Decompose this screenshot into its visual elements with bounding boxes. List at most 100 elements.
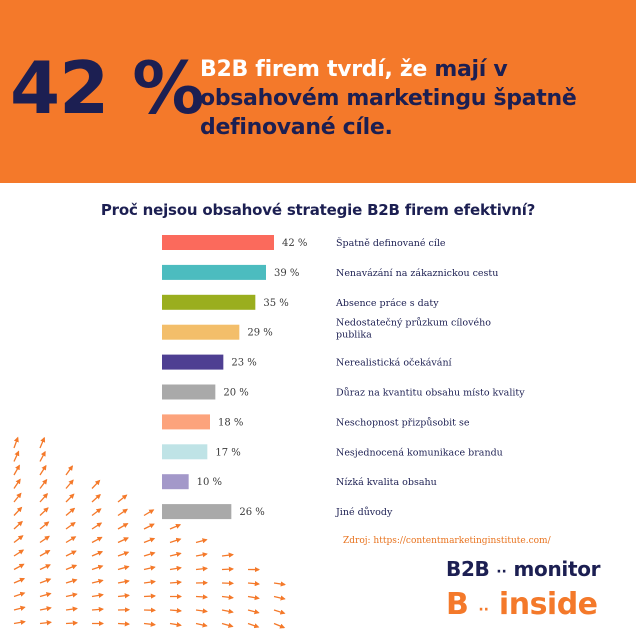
arrow-icon xyxy=(39,535,50,544)
arrow-icon xyxy=(117,508,128,517)
arrow-icon xyxy=(195,608,208,614)
arrow-icon xyxy=(143,509,155,517)
arrow-icon xyxy=(13,591,26,598)
arrow-icon xyxy=(13,563,25,571)
category-label: Nesjednocená komunikace brandu xyxy=(336,447,503,458)
arrow-icon xyxy=(117,593,130,599)
bar-value-label: 10 % xyxy=(197,477,222,488)
arrow-icon xyxy=(221,622,234,628)
bar xyxy=(162,384,216,400)
arrow-icon xyxy=(91,578,104,584)
arrow-icon xyxy=(195,566,208,572)
arrow-icon xyxy=(91,592,104,598)
arrow-icon xyxy=(65,507,76,516)
logo-inside-text: inside xyxy=(498,587,598,622)
category-label: Nenavázání na zákaznickou cestu xyxy=(336,268,498,279)
bar xyxy=(162,504,232,520)
bar-value-label: 39 % xyxy=(274,268,299,279)
arrow-icon xyxy=(39,478,48,489)
chart-title: Proč nejsou obsahové strategie B2B firem… xyxy=(100,201,536,219)
arrow-icon xyxy=(273,622,286,629)
arrow-icon xyxy=(143,593,157,599)
arrow-icon xyxy=(65,536,77,544)
arrow-icon xyxy=(169,622,182,628)
logo-b2b-monitor: B2B ·· monitor xyxy=(446,557,601,581)
arrow-icon xyxy=(65,578,78,584)
bar xyxy=(162,354,224,370)
arrow-icon xyxy=(13,492,22,503)
headline-part-dark: mají v obsahovém marketingu špatně defin… xyxy=(200,57,577,140)
headline-stat: 42 % xyxy=(10,46,204,130)
arrow-icon xyxy=(195,552,208,558)
arrow-icon xyxy=(65,592,78,598)
logo-b-inside: B ·· inside xyxy=(446,585,598,630)
arrow-icon xyxy=(65,521,76,530)
arrow-icon xyxy=(91,493,101,503)
arrow-icon xyxy=(39,493,49,503)
logo-dots: ·· xyxy=(496,564,507,580)
arrow-icon xyxy=(39,620,52,626)
arrow-icon xyxy=(247,609,260,615)
bar xyxy=(162,294,256,310)
arrow-icon xyxy=(65,550,77,557)
arrow-icon xyxy=(117,551,130,557)
arrow-icon xyxy=(169,607,182,614)
arrow-icon xyxy=(65,479,74,489)
category-label: Důraz na kvantitu obsahu místo kvality xyxy=(336,387,525,399)
category-label: Nerealistická očekávání xyxy=(336,358,453,369)
arrow-icon xyxy=(65,564,78,571)
arrow-icon xyxy=(117,621,131,627)
headline-text: B2B firem tvrdí, že mají v obsahovém mar… xyxy=(200,55,630,142)
bar-value-label: 18 % xyxy=(218,417,243,428)
arrow-icon xyxy=(91,564,104,571)
arrow-icon xyxy=(143,523,155,530)
arrow-icon xyxy=(273,595,286,601)
arrow-icon xyxy=(39,450,46,462)
arrow-icon xyxy=(221,552,234,558)
bar-value-label: 17 % xyxy=(215,447,240,458)
arrow-icon xyxy=(13,619,26,625)
arrow-icon xyxy=(39,464,47,476)
bar xyxy=(162,235,274,250)
bar xyxy=(162,474,189,490)
category-label: Nízká kvalita obsahu xyxy=(336,477,437,488)
arrow-icon xyxy=(117,494,128,503)
arrow-icon xyxy=(39,578,52,584)
arrow-icon xyxy=(117,579,130,585)
arrow-icon xyxy=(13,478,21,489)
arrow-icon xyxy=(221,594,234,600)
arrow-icon xyxy=(143,621,156,627)
arrow-icon xyxy=(13,535,24,544)
arrow-icon xyxy=(91,606,104,613)
arrow-icon xyxy=(13,464,20,476)
bar-value-label: 20 % xyxy=(223,388,248,399)
arrow-icon xyxy=(221,566,235,572)
category-label: Špatně definované cíle xyxy=(336,237,446,249)
category-label: Absence práce s daty xyxy=(335,298,439,309)
arrow-icon xyxy=(65,493,75,503)
header-banner xyxy=(0,0,636,183)
arrow-icon xyxy=(169,551,182,557)
bar-value-label: 26 % xyxy=(239,507,264,518)
arrow-icon xyxy=(273,609,286,615)
arrow-icon xyxy=(39,507,49,516)
bar xyxy=(162,264,266,280)
arrow-icon xyxy=(91,508,102,517)
arrow-icon xyxy=(91,522,103,530)
bar xyxy=(162,444,208,460)
logo-b2b-text: B2B xyxy=(446,557,490,581)
arrow-icon xyxy=(13,549,25,557)
source-note: Zdroj: https://contentmarketinginstitute… xyxy=(343,536,551,546)
arrow-icon xyxy=(247,595,260,601)
arrow-icon xyxy=(91,536,103,544)
arrow-icon xyxy=(117,565,130,571)
arrow-icon xyxy=(117,523,129,530)
arrow-icon xyxy=(39,606,52,612)
arrow-icon xyxy=(143,565,156,571)
logo-monitor-text: monitor xyxy=(513,557,601,581)
bar-value-label: 35 % xyxy=(263,298,288,309)
arrow-icon xyxy=(13,577,26,584)
category-label: Nedostatečný průzkum cílového publika xyxy=(336,317,491,341)
arrow-icon xyxy=(65,620,79,626)
